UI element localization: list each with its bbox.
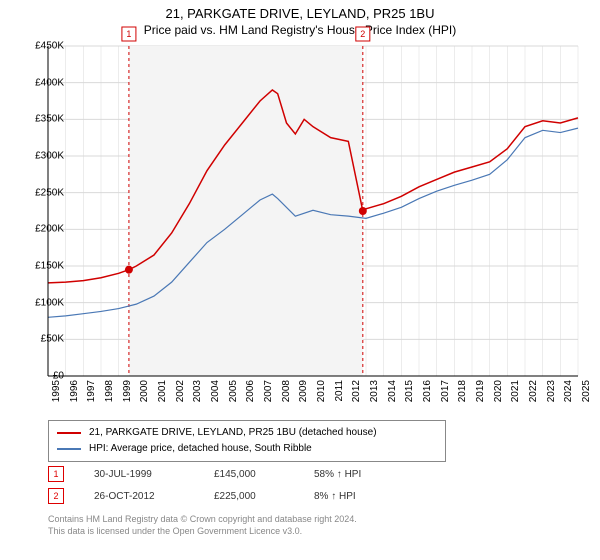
x-tick-label: 2003 (192, 380, 203, 402)
sale-price-1: £145,000 (214, 469, 314, 480)
y-tick-label: £150K (35, 261, 64, 272)
x-tick-label: 2011 (334, 380, 345, 402)
legend-label-price: 21, PARKGATE DRIVE, LEYLAND, PR25 1BU (d… (89, 425, 377, 441)
x-tick-label: 2010 (316, 380, 327, 402)
x-tick-label: 2020 (493, 380, 504, 402)
svg-text:1: 1 (126, 29, 131, 39)
x-tick-label: 2022 (528, 380, 539, 402)
x-tick-label: 2000 (139, 380, 150, 402)
sales-row-1: 1 30-JUL-1999 £145,000 58% ↑ HPI (48, 466, 414, 482)
x-tick-label: 2004 (210, 380, 221, 402)
x-tick-label: 1997 (86, 380, 97, 402)
x-tick-label: 2014 (387, 380, 398, 402)
x-tick-label: 2016 (422, 380, 433, 402)
sale-date-1: 30-JUL-1999 (94, 469, 214, 480)
x-tick-label: 2009 (298, 380, 309, 402)
chart-svg: 12 (48, 46, 578, 376)
sale-price-2: £225,000 (214, 491, 314, 502)
x-tick-label: 1998 (104, 380, 115, 402)
attribution-line1: Contains HM Land Registry data © Crown c… (48, 514, 357, 526)
sales-row-2: 2 26-OCT-2012 £225,000 8% ↑ HPI (48, 488, 414, 504)
title-line1: 21, PARKGATE DRIVE, LEYLAND, PR25 1BU (0, 6, 600, 23)
sale-date-2: 26-OCT-2012 (94, 491, 214, 502)
legend-box: 21, PARKGATE DRIVE, LEYLAND, PR25 1BU (d… (48, 420, 446, 462)
x-tick-label: 2002 (175, 380, 186, 402)
sale-diff-2: 8% ↑ HPI (314, 491, 414, 502)
x-tick-label: 1995 (51, 380, 62, 402)
x-tick-label: 2006 (245, 380, 256, 402)
x-tick-label: 2015 (404, 380, 415, 402)
legend-row-hpi: HPI: Average price, detached house, Sout… (57, 441, 437, 457)
x-tick-label: 2018 (457, 380, 468, 402)
legend-label-hpi: HPI: Average price, detached house, Sout… (89, 441, 312, 457)
x-tick-label: 2024 (563, 380, 574, 402)
x-tick-label: 2017 (440, 380, 451, 402)
sales-table: 1 30-JUL-1999 £145,000 58% ↑ HPI 2 26-OC… (48, 466, 414, 510)
x-tick-label: 2025 (581, 380, 592, 402)
legend-swatch-price (57, 432, 81, 434)
chart-container: 21, PARKGATE DRIVE, LEYLAND, PR25 1BU Pr… (0, 0, 600, 560)
attribution: Contains HM Land Registry data © Crown c… (48, 514, 357, 537)
x-tick-label: 2019 (475, 380, 486, 402)
y-tick-label: £450K (35, 41, 64, 52)
x-tick-label: 1999 (122, 380, 133, 402)
sale-badge-2: 2 (48, 488, 64, 504)
svg-text:2: 2 (360, 29, 365, 39)
x-tick-label: 2008 (281, 380, 292, 402)
y-tick-label: £100K (35, 297, 64, 308)
attribution-line2: This data is licensed under the Open Gov… (48, 526, 357, 538)
y-tick-label: £250K (35, 187, 64, 198)
x-tick-label: 2007 (263, 380, 274, 402)
x-tick-label: 2001 (157, 380, 168, 402)
y-tick-label: £300K (35, 151, 64, 162)
title-block: 21, PARKGATE DRIVE, LEYLAND, PR25 1BU Pr… (0, 0, 600, 38)
y-tick-label: £350K (35, 114, 64, 125)
x-tick-label: 2005 (228, 380, 239, 402)
sale-badge-1: 1 (48, 466, 64, 482)
x-tick-label: 2012 (351, 380, 362, 402)
x-tick-label: 2021 (510, 380, 521, 402)
title-line2: Price paid vs. HM Land Registry's House … (0, 23, 600, 39)
y-tick-label: £200K (35, 224, 64, 235)
y-tick-label: £400K (35, 77, 64, 88)
x-tick-label: 1996 (69, 380, 80, 402)
y-tick-label: £50K (41, 334, 64, 345)
chart-area: 12 (48, 46, 578, 376)
sale-diff-1: 58% ↑ HPI (314, 469, 414, 480)
x-tick-label: 2023 (546, 380, 557, 402)
x-tick-label: 2013 (369, 380, 380, 402)
legend-row-price: 21, PARKGATE DRIVE, LEYLAND, PR25 1BU (d… (57, 425, 437, 441)
legend-swatch-hpi (57, 448, 81, 450)
